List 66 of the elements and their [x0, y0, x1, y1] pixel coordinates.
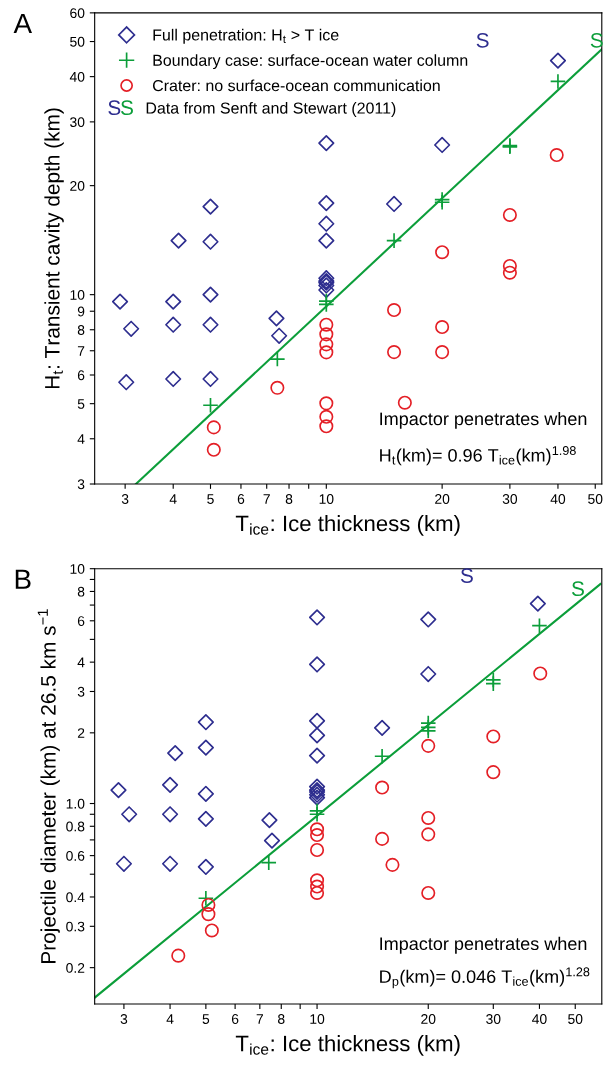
x-tick-label: 6: [231, 1014, 239, 1024]
x-tick-label: 10: [310, 1014, 325, 1024]
y-tick-label: 60: [70, 8, 85, 19]
annotation: Data from Senft and Stewart (2011): [146, 102, 396, 117]
x-tick-label: 20: [421, 1014, 436, 1024]
y-tick-label: 3: [77, 686, 85, 697]
x-tick-label: 6: [237, 494, 245, 504]
y-tick-label: 6: [77, 616, 85, 626]
y-tick-label: 40: [69, 71, 85, 82]
annotation: H$_{t}$(km)= 0.96 T$_{ice}$(km)$^{1.98}$: [380, 446, 576, 466]
y-axis-title: H$_{t}$: Transient cavity depth (km): [44, 108, 64, 389]
x-tick-label: 20: [435, 494, 450, 504]
x-tick-label: 40: [550, 494, 566, 504]
x-tick-label: 40: [532, 1014, 547, 1024]
x-tick-label: 4: [169, 494, 177, 504]
annotation: D$_{p}$(km)= 0.046 T$_{ice}$(km)$^{1.28}$: [380, 967, 590, 989]
text: A: [13, 13, 32, 33]
legend-label: Crater: no surface-ocean communication: [152, 79, 440, 92]
y-tick-label: 20: [70, 180, 85, 191]
text: B: [15, 569, 31, 589]
y-tick-label: 1.0: [66, 798, 85, 809]
y-tick-label: 30: [70, 117, 85, 128]
y-tick-label: 5: [77, 399, 85, 409]
y-tick-label: 0.4: [66, 892, 85, 903]
x-tick-label: 50: [588, 494, 603, 504]
y-tick-label: 4: [77, 434, 85, 444]
annotation: Impactor penetrates when: [380, 411, 587, 429]
x-tick-label: 50: [568, 1014, 583, 1024]
y-tick-label: 10: [70, 289, 85, 300]
x-tick-label: 4: [166, 1014, 174, 1024]
y-tick-label: 10: [70, 564, 85, 574]
x-tick-label: 10: [319, 494, 334, 504]
annotation: S: [460, 568, 473, 583]
text: S: [120, 100, 133, 116]
y-tick-label: 0.2: [66, 962, 85, 973]
y-tick-label: 50: [70, 36, 85, 47]
y-tick-label: 7: [77, 346, 85, 356]
x-tick-label: 30: [502, 494, 518, 504]
y-tick-label: 0.8: [66, 821, 85, 832]
x-tick-label: 5: [207, 494, 214, 504]
x-tick-label: 8: [285, 494, 293, 504]
annotation: Impactor penetrates when: [380, 936, 587, 954]
x-tick-label: 7: [263, 494, 270, 504]
y-axis-title: Projectile diameter (km) at 26.5 km s$^{−1}$: [37, 609, 60, 963]
legend-label: Full penetration: H$_{t}$ > T ice: [153, 28, 339, 44]
annotation: S: [476, 32, 489, 48]
x-axis-title: T$_{ice}$: Ice thickness (km): [235, 1035, 460, 1056]
annotation: S: [571, 581, 584, 597]
y-tick-label: 0.6: [66, 850, 85, 861]
x-tick-label: 7: [256, 1014, 264, 1024]
x-tick-label: 8: [278, 1014, 285, 1024]
y-tick-label: 0.3: [66, 921, 85, 932]
text: S: [108, 100, 121, 116]
y-tick-label: 8: [77, 325, 85, 335]
y-tick-label: 8: [77, 586, 85, 597]
legend-label: Boundary case: surface-ocean water column: [153, 54, 468, 70]
y-tick-label: 2: [77, 728, 85, 738]
y-tick-label: 9: [77, 306, 85, 317]
x-tick-label: 5: [202, 1014, 210, 1024]
y-tick-label: 6: [77, 370, 85, 381]
y-tick-label: 3: [77, 479, 85, 490]
y-tick-label: 4: [77, 657, 85, 668]
x-tick-label: 30: [486, 1014, 501, 1024]
x-tick-label: 3: [121, 494, 129, 504]
x-tick-label: 3: [120, 1014, 128, 1024]
x-axis-title: T$_{ice}$: Ice thickness (km): [235, 515, 460, 536]
